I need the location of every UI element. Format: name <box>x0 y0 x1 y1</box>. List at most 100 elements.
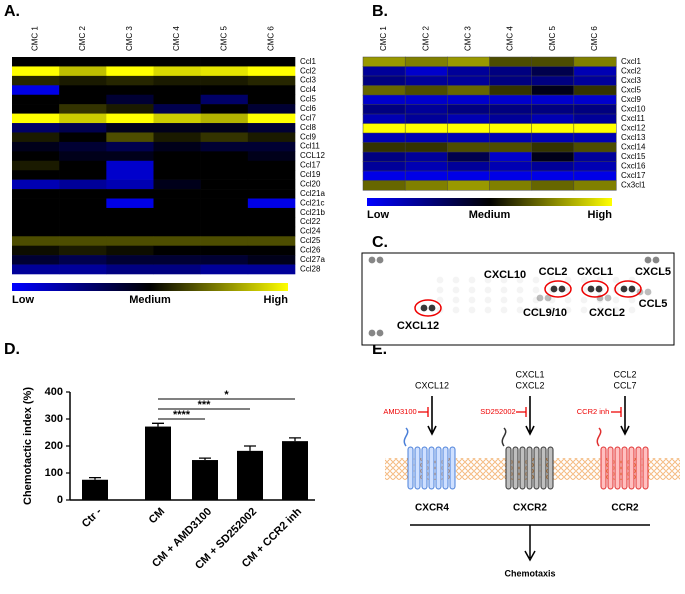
heatmap-cell <box>247 132 296 143</box>
blot-dot <box>595 285 603 293</box>
row-label: Cxcl15 <box>621 152 646 161</box>
row-label: Ccl17 <box>300 161 321 170</box>
row-label: Ccl7 <box>300 113 317 122</box>
heatmap-cell <box>362 56 406 68</box>
heatmap-cell <box>362 132 406 144</box>
blot-dot <box>536 294 544 302</box>
colorbar-label: Medium <box>469 209 511 221</box>
heatmap-cell <box>247 66 296 77</box>
heatmap-cell <box>489 113 533 125</box>
heatmap-cell <box>247 160 296 171</box>
heatmap-cell <box>489 132 533 144</box>
heatmap-cell <box>153 217 201 228</box>
blot-dot <box>532 306 540 314</box>
blot-dot <box>612 276 620 284</box>
blot-dot <box>550 285 558 293</box>
heatmap-cell <box>153 170 201 180</box>
blot-dot <box>564 276 572 284</box>
heatmap-cell <box>200 245 249 256</box>
heatmap-cell <box>247 189 296 199</box>
row-label: Ccl27a <box>300 255 325 264</box>
heatmap-cell <box>12 94 60 105</box>
heatmap-cell <box>447 75 491 87</box>
blot-dot <box>468 306 476 314</box>
heatmap-cell <box>106 141 154 152</box>
heatmap-cell <box>247 170 296 180</box>
y-tick-label: 300 <box>45 413 63 425</box>
blot-dot <box>500 306 508 314</box>
heatmap-cell <box>59 170 107 180</box>
blot-label: CXCL2 <box>589 307 625 319</box>
heatmap-cell <box>489 123 533 134</box>
row-label: Ccl28 <box>300 264 321 273</box>
heatmap-cell <box>12 104 60 114</box>
colorbar-label: Low <box>12 294 34 306</box>
blot-dot <box>468 276 476 284</box>
heatmap-cell <box>59 57 107 67</box>
blot-dot <box>544 294 552 302</box>
blot-dot <box>564 306 572 314</box>
heatmap-cell <box>247 141 296 152</box>
heatmap-cell <box>404 85 448 96</box>
heatmap-cell <box>59 217 107 228</box>
highlight-ring <box>581 280 609 298</box>
ligand-label: CXCL2 <box>515 380 544 390</box>
heatmap-cell <box>362 161 406 172</box>
heatmap-cell <box>59 255 107 265</box>
dot-blot: CXCL10 CCL2 CXCL1 CXCL5 CCL9/10 CXCL2 CCL5 CXCL… <box>361 252 675 346</box>
bar <box>82 479 108 500</box>
heatmap-cell <box>153 179 201 190</box>
heatmap-cell <box>106 85 154 96</box>
heatmap-cell <box>531 113 575 125</box>
row-label: Cxcl10 <box>621 104 646 113</box>
blot-dot <box>596 296 604 304</box>
blot-dot <box>516 286 524 294</box>
row-label: Cxcl13 <box>621 133 646 142</box>
significance-label: * <box>224 389 229 401</box>
blot-dot <box>452 296 460 304</box>
row-label: Ccl1 <box>300 57 317 66</box>
blot-dot <box>604 294 612 302</box>
heatmap-cell <box>200 255 249 265</box>
heatmap-cell <box>12 132 60 143</box>
heatmap-cell <box>59 245 107 256</box>
heatmap-cell <box>200 66 249 77</box>
blot-label: CCL2 <box>539 266 568 278</box>
highlight-ring <box>414 299 442 317</box>
heatmap-cell <box>200 264 249 275</box>
panel-letter: D. <box>4 341 20 358</box>
row-label: Cxcl3 <box>621 76 642 85</box>
column-label: CMC 1 <box>31 26 40 51</box>
significance-label: *** <box>198 399 212 411</box>
column-label: CMC 5 <box>219 26 228 51</box>
row-label: Ccl21b <box>300 208 325 217</box>
error-bar <box>152 422 164 427</box>
heatmap-cell <box>12 66 60 77</box>
receptor-helix <box>519 446 526 490</box>
colorbar-label: Medium <box>129 294 171 306</box>
inhibitor-label: AMD3100 <box>383 407 416 416</box>
receptor-label: CXCR2 <box>513 503 547 514</box>
blot-dot <box>564 296 572 304</box>
heatmap-cell <box>59 151 107 162</box>
colorbar <box>12 283 288 291</box>
receptor-helix <box>621 446 628 490</box>
y-tick-label: 400 <box>45 386 63 398</box>
heatmap-cell <box>200 94 249 105</box>
blot-dot <box>376 329 384 337</box>
heatmap-cell <box>12 255 60 265</box>
row-label: Ccl9 <box>300 132 317 141</box>
y-tick-label: 0 <box>57 494 63 506</box>
row-label: Ccl4 <box>300 85 317 94</box>
heatmap-cell <box>106 94 154 105</box>
blot-dot <box>587 285 595 293</box>
heatmap-cell <box>531 85 575 96</box>
blot-dot <box>652 256 660 264</box>
heatmap-cell <box>531 151 575 163</box>
heatmap-cell <box>59 123 107 133</box>
inhibition-mark <box>516 407 527 417</box>
row-label: Cxcl12 <box>621 123 646 132</box>
row-label: Cx3cl1 <box>621 180 646 189</box>
heatmap-cell <box>531 161 575 172</box>
